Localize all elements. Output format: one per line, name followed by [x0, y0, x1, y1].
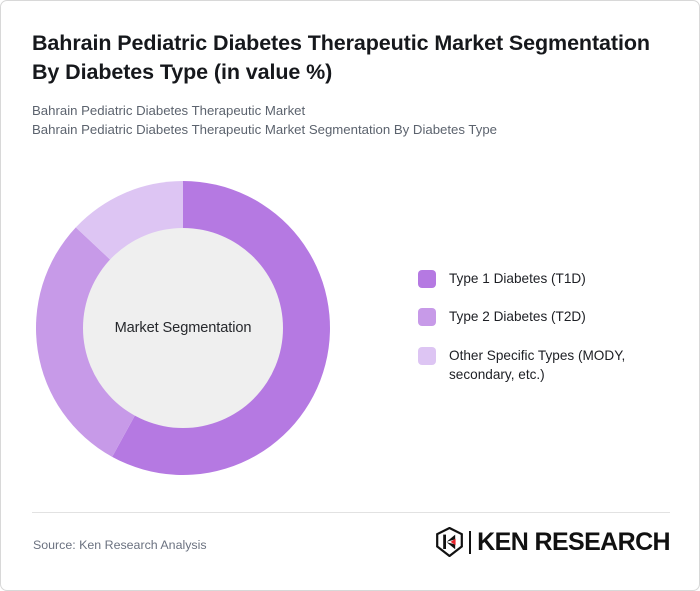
- legend-item[interactable]: Type 2 Diabetes (T2D): [418, 307, 676, 327]
- logo-divider: [469, 530, 472, 554]
- ken-research-logo: KEN RESEARCH: [436, 525, 671, 559]
- chart-legend: Type 1 Diabetes (T1D) Type 2 Diabetes (T2…: [418, 269, 676, 384]
- legend-item-label: Other Specific Types (MODY, secondary, e…: [449, 347, 626, 382]
- subtitle-group: Bahrain Pediatric Diabetes Therapeutic M…: [32, 101, 652, 139]
- chart-area: Market Segmentation Type 1 Diabetes (T1D…: [1, 161, 699, 501]
- source-note: Source: Ken Research Analysis: [33, 538, 207, 552]
- legend-color-swatch: [418, 308, 436, 327]
- donut-svg: [35, 181, 330, 475]
- legend-item[interactable]: Other Specific Types (MODY, secondary, e…: [418, 346, 676, 385]
- donut-hole: [83, 228, 283, 428]
- ken-research-logo-mark-icon: [436, 527, 464, 557]
- legend-color-swatch: [418, 270, 436, 288]
- donut-chart: Market Segmentation: [35, 180, 331, 476]
- logo-wordmark: KEN RESEARCH: [477, 527, 670, 556]
- footer-divider: [32, 512, 670, 513]
- page-title: Bahrain Pediatric Diabetes Therapeutic M…: [32, 31, 650, 85]
- legend-item-label: Type 1 Diabetes (T1D): [449, 271, 586, 286]
- legend-item-label: Type 2 Diabetes (T2D): [449, 309, 586, 325]
- chart-header: Bahrain Pediatric Diabetes Therapeutic M…: [32, 29, 652, 139]
- legend-item[interactable]: Type 1 Diabetes (T1D): [418, 269, 676, 288]
- subtitle-market: Bahrain Pediatric Diabetes Therapeutic M…: [32, 103, 306, 119]
- legend-color-swatch: [418, 346, 436, 365]
- subtitle-segmentation: Bahrain Pediatric Diabetes Therapeutic M…: [32, 122, 497, 138]
